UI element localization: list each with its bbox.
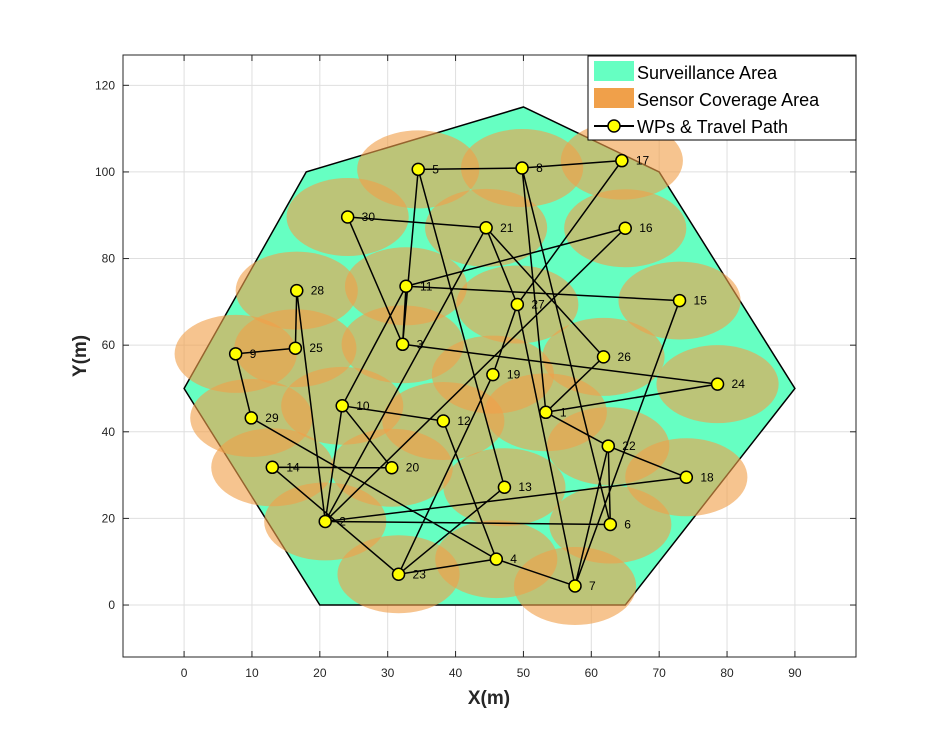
waypoint-label-22: 22 [622,439,636,453]
x-tick-label: 50 [517,666,531,680]
waypoints [228,153,725,593]
waypoint-12 [436,414,451,428]
x-tick-label: 20 [313,666,327,680]
waypoint-label-13: 13 [518,480,532,494]
waypoint-3 [395,337,410,352]
waypoint-19 [486,367,500,382]
waypoint-label-30: 30 [362,210,376,224]
waypoint-29 [244,411,259,425]
waypoint-18 [679,470,694,485]
waypoint-28 [289,283,304,298]
legend-marker-waypoint [607,119,621,133]
legend-label-surveillance: Surveillance Area [637,63,778,83]
waypoint-5 [411,162,425,177]
waypoint-label-28: 28 [311,284,325,298]
waypoint-6 [603,517,618,532]
y-tick-label: 0 [108,598,115,612]
waypoint-7 [568,579,582,593]
waypoint-label-8: 8 [536,161,543,175]
waypoint-label-10: 10 [356,399,370,413]
x-tick-label: 10 [245,666,259,680]
x-axis-label: X(m) [468,688,510,709]
waypoint-23 [391,567,406,582]
waypoint-30 [340,210,355,224]
waypoint-label-9: 9 [250,347,257,361]
waypoint-label-6: 6 [624,517,631,531]
waypoint-label-21: 21 [500,221,514,235]
waypoint-4 [489,552,504,566]
x-tick-label: 90 [788,666,802,680]
waypoint-9 [228,347,243,361]
y-axis-label: Y(m) [70,335,91,377]
waypoint-label-24: 24 [732,377,746,391]
waypoint-label-1: 1 [560,405,567,419]
waypoint-27 [510,297,525,312]
waypoint-1 [539,405,553,420]
x-tick-label: 0 [181,666,188,680]
y-tick-label: 120 [95,78,115,92]
y-tick-label: 80 [102,252,116,266]
legend: Surveillance Area Sensor Coverage Area W… [587,55,857,141]
waypoint-11 [399,279,413,294]
waypoint-22 [601,439,616,453]
waypoint-label-2: 2 [339,514,346,528]
y-tick-label: 20 [102,511,116,525]
waypoint-label-7: 7 [589,579,596,593]
waypoint-20 [385,460,399,475]
legend-swatch-surveillance [594,61,634,81]
waypoint-26 [596,350,611,364]
x-tick-label: 40 [449,666,463,680]
waypoint-16 [618,221,632,235]
waypoint-17 [615,153,629,168]
waypoint-label-18: 18 [700,470,714,484]
waypoint-label-25: 25 [309,341,323,355]
waypoint-labels: 1234567891011121314151617181920212223242… [250,154,746,593]
waypoint-label-3: 3 [417,337,424,351]
legend-swatch-coverage [594,88,634,108]
x-tick-label: 70 [652,666,666,680]
waypoint-label-11: 11 [420,279,433,293]
waypoint-8 [515,161,529,175]
waypoint-label-14: 14 [286,460,300,474]
waypoint-label-27: 27 [531,297,545,311]
waypoint-label-26: 26 [618,350,632,364]
waypoint-label-16: 16 [639,221,653,235]
y-tick-label: 100 [95,165,115,179]
waypoint-21 [479,221,493,235]
plot-frame [122,54,857,658]
waypoint-label-12: 12 [457,414,471,428]
x-tick-label: 80 [720,666,734,680]
waypoint-label-23: 23 [413,567,427,581]
waypoint-label-20: 20 [406,461,420,475]
legend-label-waypoint: WPs & Travel Path [637,117,788,137]
waypoint-2 [318,514,333,529]
waypoint-13 [497,480,512,494]
waypoint-15 [672,293,687,308]
waypoint-label-5: 5 [432,162,439,176]
x-tick-label: 30 [381,666,395,680]
waypoint-label-4: 4 [510,552,517,566]
waypoint-14 [265,460,280,475]
waypoint-label-17: 17 [636,154,650,168]
waypoint-24 [710,377,725,391]
waypoint-label-19: 19 [507,368,521,382]
y-tick-label: 60 [102,338,116,352]
waypoint-label-15: 15 [694,294,708,308]
x-tick-label: 60 [585,666,599,680]
y-tick-label: 40 [102,425,116,439]
legend-label-coverage: Sensor Coverage Area [637,90,820,110]
waypoint-10 [335,399,349,413]
waypoint-25 [288,341,303,355]
waypoint-label-29: 29 [265,411,279,425]
